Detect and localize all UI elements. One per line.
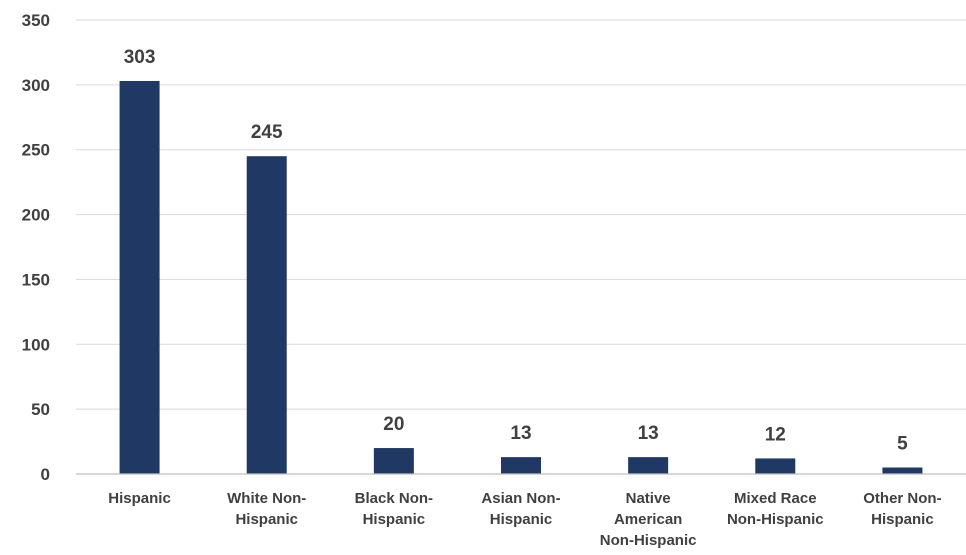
data-label: 13 bbox=[638, 423, 659, 444]
x-tick-label-line: Native bbox=[626, 490, 671, 507]
x-tick-label-line: Hispanic bbox=[490, 511, 553, 528]
y-tick-label: 350 bbox=[22, 11, 50, 30]
x-tick-label: Native American Non-Hispanic bbox=[600, 490, 697, 549]
y-tick-label: 300 bbox=[22, 76, 50, 95]
bar bbox=[882, 467, 923, 474]
x-tick-label: Mixed Race Non-Hispanic bbox=[727, 490, 824, 528]
y-tick-label: 200 bbox=[22, 206, 50, 225]
x-tick-label-line: Non-Hispanic bbox=[727, 511, 824, 528]
bar bbox=[755, 458, 796, 474]
y-tick-label: 100 bbox=[22, 335, 50, 354]
data-label: 20 bbox=[383, 414, 404, 435]
y-tick-label: 50 bbox=[31, 400, 50, 419]
x-tick-label-line: Other Non- bbox=[863, 490, 941, 507]
y-tick-label: 250 bbox=[22, 141, 50, 160]
y-axis-tick-labels: 0 50 100 150 200 250 300 350 bbox=[22, 11, 50, 484]
bars bbox=[119, 80, 923, 475]
bar bbox=[501, 457, 541, 474]
x-tick-label: White Non- Hispanic bbox=[227, 490, 306, 528]
data-label: 245 bbox=[251, 122, 283, 143]
bar bbox=[628, 457, 669, 474]
x-tick-label-line: Hispanic bbox=[363, 511, 426, 528]
data-label: 5 bbox=[897, 434, 908, 455]
x-tick-label-line: Mixed Race bbox=[734, 490, 817, 507]
bar bbox=[373, 448, 414, 474]
x-axis-tick-labels: Hispanic White Non- Hispanic Black Non- Hisp… bbox=[108, 490, 941, 549]
data-label: 13 bbox=[510, 423, 531, 444]
bar bbox=[246, 156, 287, 474]
data-labels: 303 245 20 13 13 12 5 bbox=[124, 47, 908, 455]
x-tick-label-line: Hispanic bbox=[108, 490, 171, 507]
x-tick-label-line: Non-Hispanic bbox=[600, 532, 697, 549]
x-tick-label-line: White Non- bbox=[227, 490, 306, 507]
x-tick-label: Black Non- Hispanic bbox=[355, 490, 433, 528]
gridlines bbox=[76, 19, 966, 410]
y-tick-label: 150 bbox=[22, 270, 50, 289]
x-tick-label-line: Hispanic bbox=[871, 511, 934, 528]
bar bbox=[119, 80, 160, 475]
x-tick-label-line: Black Non- bbox=[355, 490, 433, 507]
x-tick-label: Asian Non- Hispanic bbox=[481, 490, 560, 528]
x-tick-label-line: Asian Non- bbox=[481, 490, 560, 507]
data-label: 12 bbox=[765, 424, 786, 445]
x-tick-label-line: American bbox=[614, 511, 682, 528]
data-label: 303 bbox=[124, 47, 156, 68]
y-tick-label: 0 bbox=[41, 465, 50, 484]
x-tick-label-line: Hispanic bbox=[235, 511, 298, 528]
x-tick-label: Other Non- Hispanic bbox=[863, 490, 941, 528]
x-tick-label: Hispanic bbox=[108, 490, 171, 507]
